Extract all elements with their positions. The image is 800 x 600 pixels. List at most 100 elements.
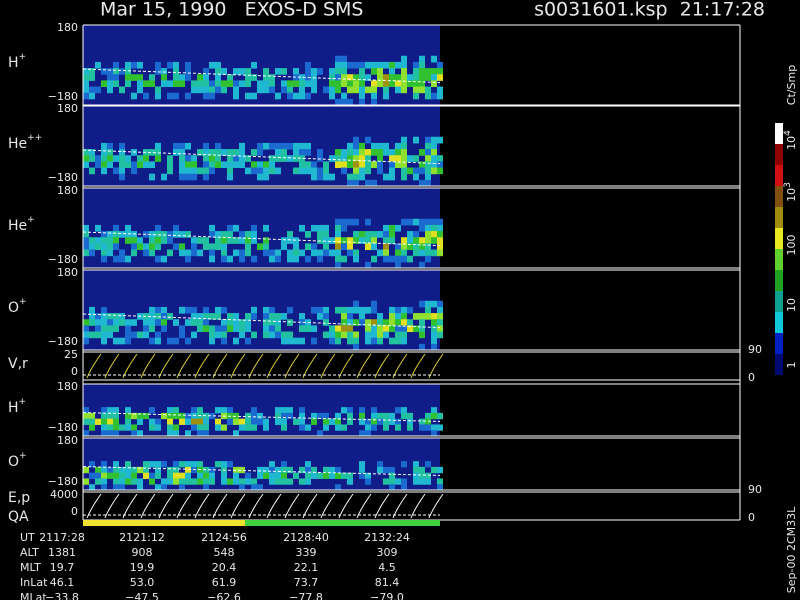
spectrogram-cell [263,472,269,479]
spectrogram-cell [239,466,245,474]
spectrogram-cell [299,418,305,425]
spectrogram-cell [203,319,209,326]
spectrogram-cell [203,68,209,75]
spectrogram-cell [131,243,137,251]
spectrogram-cell [119,466,125,474]
spectrogram-cell [209,149,215,156]
panel-label: V,r [8,356,28,372]
spectrogram-cell [233,149,239,156]
spectrogram-cell [95,319,101,326]
spectrogram-cell [359,412,365,420]
spectrogram-cell [347,478,353,485]
spectrogram-cell [359,231,365,238]
spectrogram-cell [365,478,371,485]
spectrogram-cell [239,319,245,326]
spectrogram-cell [215,161,221,169]
label-base: V,r [8,356,28,372]
spectrogram-cell [377,461,383,468]
spectrogram-cell [365,337,371,345]
spectrogram-cell [257,412,263,420]
spectrogram-cell [113,407,119,414]
spectrogram-cell [401,325,407,333]
spectrogram-cell [233,430,239,437]
spectrogram-cell [197,424,203,431]
spectrogram-cell [197,313,203,320]
spectrogram-cell [425,167,431,175]
status-bar-qa [245,520,440,526]
spectrogram-cell [233,412,239,420]
spectrogram-cell [161,173,167,181]
spectrogram-cell [167,155,173,162]
spectrogram-cell [239,161,245,169]
right-tick-label: 90 [748,343,762,356]
spectrogram-cell [347,155,353,162]
spectrogram-cell [395,313,401,320]
spectrogram-cell [245,249,251,257]
spectrogram-cell [101,313,107,320]
spectrogram-cell [299,161,305,169]
spectrogram-cell [305,167,311,175]
curve-set [86,353,444,379]
spectrogram-cell [101,407,107,414]
spectrogram-cell [89,319,95,326]
y-tick-label: −180 [48,253,78,266]
spectrogram-cell [287,306,293,314]
spectrogram-cell [335,218,341,226]
spectrogram-cell [341,407,347,414]
spectrogram-cell [185,337,191,345]
spectrogram-cell [299,325,305,333]
panel-label: O+ [8,297,27,317]
spectrogram-cell [293,167,299,175]
spectrogram-cell [347,61,353,69]
spectrogram-cell [167,231,173,238]
spectrogram-cell [107,249,113,257]
spectrogram-cell [431,136,437,144]
spectrogram-cell [365,136,371,144]
spectrogram-cell [161,478,167,485]
spectrogram-cell [239,237,245,244]
spectrogram-cell [293,249,299,257]
spectrogram-cell [395,142,401,150]
spectrogram-cell [263,243,269,251]
spectrogram-cell [95,237,101,244]
spectrogram-cell [245,325,251,333]
spectrogram-cell [197,478,203,485]
row-label: MLat [20,591,47,600]
spectrogram-cell [203,472,209,479]
spectrogram-cell [383,61,389,69]
spectrogram-cell [419,224,425,232]
spectrogram-cell [401,61,407,69]
spectrogram-cell [329,418,335,425]
spectrogram-cell [347,337,353,345]
spectrogram-cell [335,412,341,420]
spectrogram-cell [89,68,95,75]
spectrogram-cell [263,224,269,232]
spectrogram-cell [101,161,107,169]
spectrogram-cell [179,243,185,251]
spectrogram-cell [407,412,413,420]
spectrogram-cell [269,249,275,257]
tick-base: 100 [785,235,798,256]
spectrogram-cell [233,80,239,88]
spectrogram-cell [191,306,197,314]
spectrogram-cell [251,418,257,425]
spectrogram-cell [395,261,401,269]
spectrogram-cell [143,155,149,162]
spectrogram-cell [419,249,425,257]
spectrogram-cell [191,424,197,431]
spectrogram-cell [233,155,239,162]
right-tick-label: 0 [748,511,755,524]
spectrogram-cell [431,343,437,351]
spectrogram-cell [317,255,323,263]
spectrogram-cell [173,74,179,81]
spectrogram-cell [227,418,233,425]
spectrogram-cell [155,224,161,232]
spectrogram-cell [107,331,113,339]
spectrogram-cell [137,74,143,81]
spectrogram-cell [185,173,191,181]
spectrogram-cell [305,61,311,69]
spectrogram-cell [179,306,185,314]
spectrogram-cell [155,61,161,69]
y-tick-label: −180 [48,475,78,488]
status-bar-qa [83,520,245,526]
